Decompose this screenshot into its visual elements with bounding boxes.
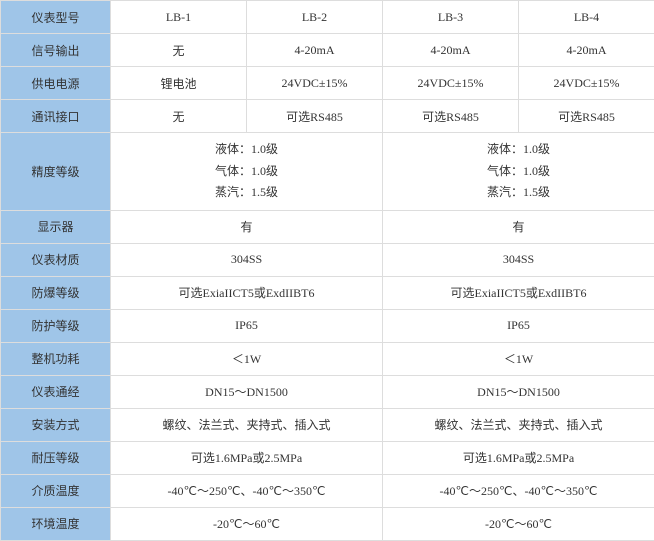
label-model: 仪表型号 (1, 1, 111, 34)
cell-comm-3: 可选RS485 (383, 100, 519, 133)
label-power: 供电电源 (1, 67, 111, 100)
cell-signal-1: 无 (111, 34, 247, 67)
cell-medium-temp-left: -40℃～250℃、-40℃～350℃ (111, 474, 383, 507)
cell-display-left: 有 (111, 210, 383, 243)
cell-explosion-left: 可选ExiaIICT5或ExdIIBT6 (111, 276, 383, 309)
cell-consumption-left: ＜1W (111, 342, 383, 375)
cell-comm-1: 无 (111, 100, 247, 133)
cell-power-1: 锂电池 (111, 67, 247, 100)
row-diameter: 仪表通经 DN15～DN1500 DN15～DN1500 (1, 375, 654, 408)
cell-power-2: 24VDC±15% (247, 67, 383, 100)
row-pressure: 耐压等级 可选1.6MPa或2.5MPa 可选1.6MPa或2.5MPa (1, 441, 654, 474)
cell-material-left: 304SS (111, 243, 383, 276)
cell-pressure-right: 可选1.6MPa或2.5MPa (383, 441, 654, 474)
cell-accuracy-left: 液体：1.0级 气体：1.0级 蒸汽：1.5级 (111, 133, 383, 211)
label-protection: 防护等级 (1, 309, 111, 342)
cell-ambient-temp-left: -20℃～60℃ (111, 507, 383, 540)
cell-model-3: LB-3 (383, 1, 519, 34)
cell-signal-3: 4-20mA (383, 34, 519, 67)
row-explosion: 防爆等级 可选ExiaIICT5或ExdIIBT6 可选ExiaIICT5或Ex… (1, 276, 654, 309)
row-model: 仪表型号 LB-1 LB-2 LB-3 LB-4 (1, 1, 654, 34)
label-pressure: 耐压等级 (1, 441, 111, 474)
label-material: 仪表材质 (1, 243, 111, 276)
label-install: 安装方式 (1, 408, 111, 441)
row-display: 显示器 有 有 (1, 210, 654, 243)
cell-model-2: LB-2 (247, 1, 383, 34)
row-material: 仪表材质 304SS 304SS (1, 243, 654, 276)
cell-model-4: LB-4 (519, 1, 654, 34)
spec-table: 仪表型号 LB-1 LB-2 LB-3 LB-4 信号输出 无 4-20mA 4… (0, 0, 654, 541)
label-medium-temp: 介质温度 (1, 474, 111, 507)
row-accuracy: 精度等级 液体：1.0级 气体：1.0级 蒸汽：1.5级 液体：1.0级 气体：… (1, 133, 654, 211)
accuracy-left-line2: 气体：1.0级 (111, 161, 382, 183)
cell-diameter-right: DN15～DN1500 (383, 375, 654, 408)
cell-accuracy-right: 液体：1.0级 气体：1.0级 蒸汽：1.5级 (383, 133, 654, 211)
label-consumption: 整机功耗 (1, 342, 111, 375)
cell-comm-2: 可选RS485 (247, 100, 383, 133)
accuracy-right-line3: 蒸汽：1.5级 (383, 182, 654, 204)
label-ambient-temp: 环境温度 (1, 507, 111, 540)
cell-medium-temp-right: -40℃～250℃、-40℃～350℃ (383, 474, 654, 507)
cell-diameter-left: DN15～DN1500 (111, 375, 383, 408)
row-consumption: 整机功耗 ＜1W ＜1W (1, 342, 654, 375)
cell-install-left: 螺纹、法兰式、夹持式、插入式 (111, 408, 383, 441)
row-protection: 防护等级 IP65 IP65 (1, 309, 654, 342)
accuracy-right-line1: 液体：1.0级 (383, 139, 654, 161)
row-signal: 信号输出 无 4-20mA 4-20mA 4-20mA (1, 34, 654, 67)
cell-comm-4: 可选RS485 (519, 100, 654, 133)
cell-explosion-right: 可选ExiaIICT5或ExdIIBT6 (383, 276, 654, 309)
label-comm: 通讯接口 (1, 100, 111, 133)
label-explosion: 防爆等级 (1, 276, 111, 309)
cell-protection-left: IP65 (111, 309, 383, 342)
cell-material-right: 304SS (383, 243, 654, 276)
accuracy-right-line2: 气体：1.0级 (383, 161, 654, 183)
row-ambient-temp: 环境温度 -20℃～60℃ -20℃～60℃ (1, 507, 654, 540)
row-comm: 通讯接口 无 可选RS485 可选RS485 可选RS485 (1, 100, 654, 133)
cell-display-right: 有 (383, 210, 654, 243)
label-diameter: 仪表通经 (1, 375, 111, 408)
cell-power-4: 24VDC±15% (519, 67, 654, 100)
cell-model-1: LB-1 (111, 1, 247, 34)
cell-power-3: 24VDC±15% (383, 67, 519, 100)
row-install: 安装方式 螺纹、法兰式、夹持式、插入式 螺纹、法兰式、夹持式、插入式 (1, 408, 654, 441)
label-signal: 信号输出 (1, 34, 111, 67)
cell-pressure-left: 可选1.6MPa或2.5MPa (111, 441, 383, 474)
label-accuracy: 精度等级 (1, 133, 111, 211)
accuracy-left-line1: 液体：1.0级 (111, 139, 382, 161)
cell-ambient-temp-right: -20℃～60℃ (383, 507, 654, 540)
row-medium-temp: 介质温度 -40℃～250℃、-40℃～350℃ -40℃～250℃、-40℃～… (1, 474, 654, 507)
cell-protection-right: IP65 (383, 309, 654, 342)
cell-signal-4: 4-20mA (519, 34, 654, 67)
cell-consumption-right: ＜1W (383, 342, 654, 375)
label-display: 显示器 (1, 210, 111, 243)
cell-signal-2: 4-20mA (247, 34, 383, 67)
cell-install-right: 螺纹、法兰式、夹持式、插入式 (383, 408, 654, 441)
row-power: 供电电源 锂电池 24VDC±15% 24VDC±15% 24VDC±15% (1, 67, 654, 100)
accuracy-left-line3: 蒸汽：1.5级 (111, 182, 382, 204)
